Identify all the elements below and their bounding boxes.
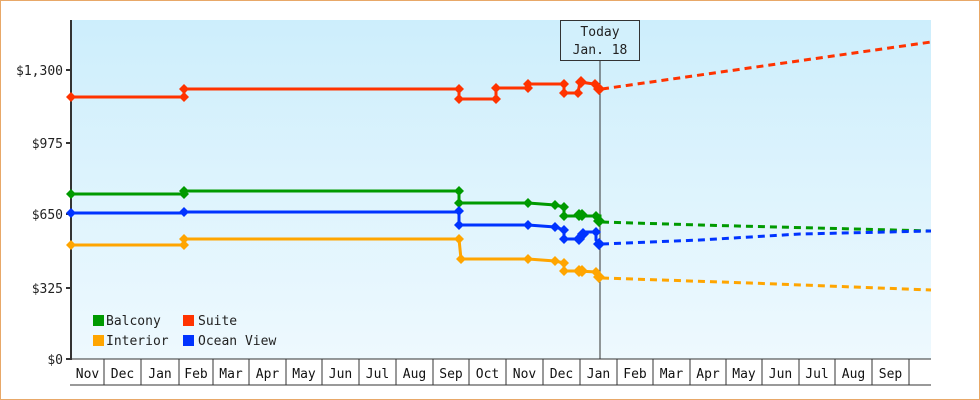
month-label: Jul [805,367,828,382]
month-label: Dec [111,367,134,382]
ytick-label: $650 [32,208,63,223]
series-balcony [66,186,932,233]
series-ocean-view [66,206,932,250]
ytick-label: $1,300 [16,64,63,79]
ytick-label: $975 [32,137,63,152]
series-suite [66,40,932,104]
series-interior [66,234,932,292]
svg-text:Ocean View: Ocean View [198,334,276,349]
month-label: Oct [476,367,499,382]
legend-item-interior[interactable]: Interior [93,334,169,349]
svg-text:Today: Today [580,25,619,40]
legend-swatch-ocean-view [183,335,194,346]
month-label: Sep [879,367,903,382]
legend-swatch-interior [93,335,104,346]
month-label: Feb [623,367,647,382]
month-label: Aug [842,367,865,382]
legend-item-ocean-view[interactable]: Ocean View [183,334,276,349]
month-label: May [292,367,316,382]
month-label: Jun [769,367,792,382]
month-label: Jan [148,367,171,382]
legend: Balcony Suite Interior Ocean View [93,314,276,349]
legend-swatch-balcony [93,315,104,326]
month-label: Jan [587,367,610,382]
ytick-label: $0 [47,353,63,368]
svg-text:Jan. 18: Jan. 18 [573,43,628,58]
svg-text:Balcony: Balcony [106,314,161,329]
today-label: Today Jan. 18 [560,20,640,61]
legend-swatch-suite [183,315,194,326]
svg-text:Interior: Interior [106,334,169,349]
month-axis: Nov Dec Jan Feb Mar Apr May Jun Jul Aug … [70,359,931,386]
month-label: Dec [550,367,573,382]
month-label: Feb [184,367,208,382]
y-ticks: $1,300 $975 $650 $325 $0 [16,64,71,368]
svg-text:Suite: Suite [198,314,237,329]
month-label: Nov [513,367,537,382]
month-label: Nov [76,367,100,382]
legend-item-balcony[interactable]: Balcony [93,314,161,329]
month-label: Apr [256,367,280,382]
legend-item-suite[interactable]: Suite [183,314,237,329]
ytick-label: $325 [32,282,63,297]
month-label: Aug [403,367,426,382]
month-label: Mar [660,367,684,382]
month-label: Sep [439,367,463,382]
month-label: Jul [366,367,389,382]
month-label: Apr [696,367,720,382]
month-label: Mar [219,367,243,382]
month-label: Jun [329,367,352,382]
month-label: May [732,367,756,382]
